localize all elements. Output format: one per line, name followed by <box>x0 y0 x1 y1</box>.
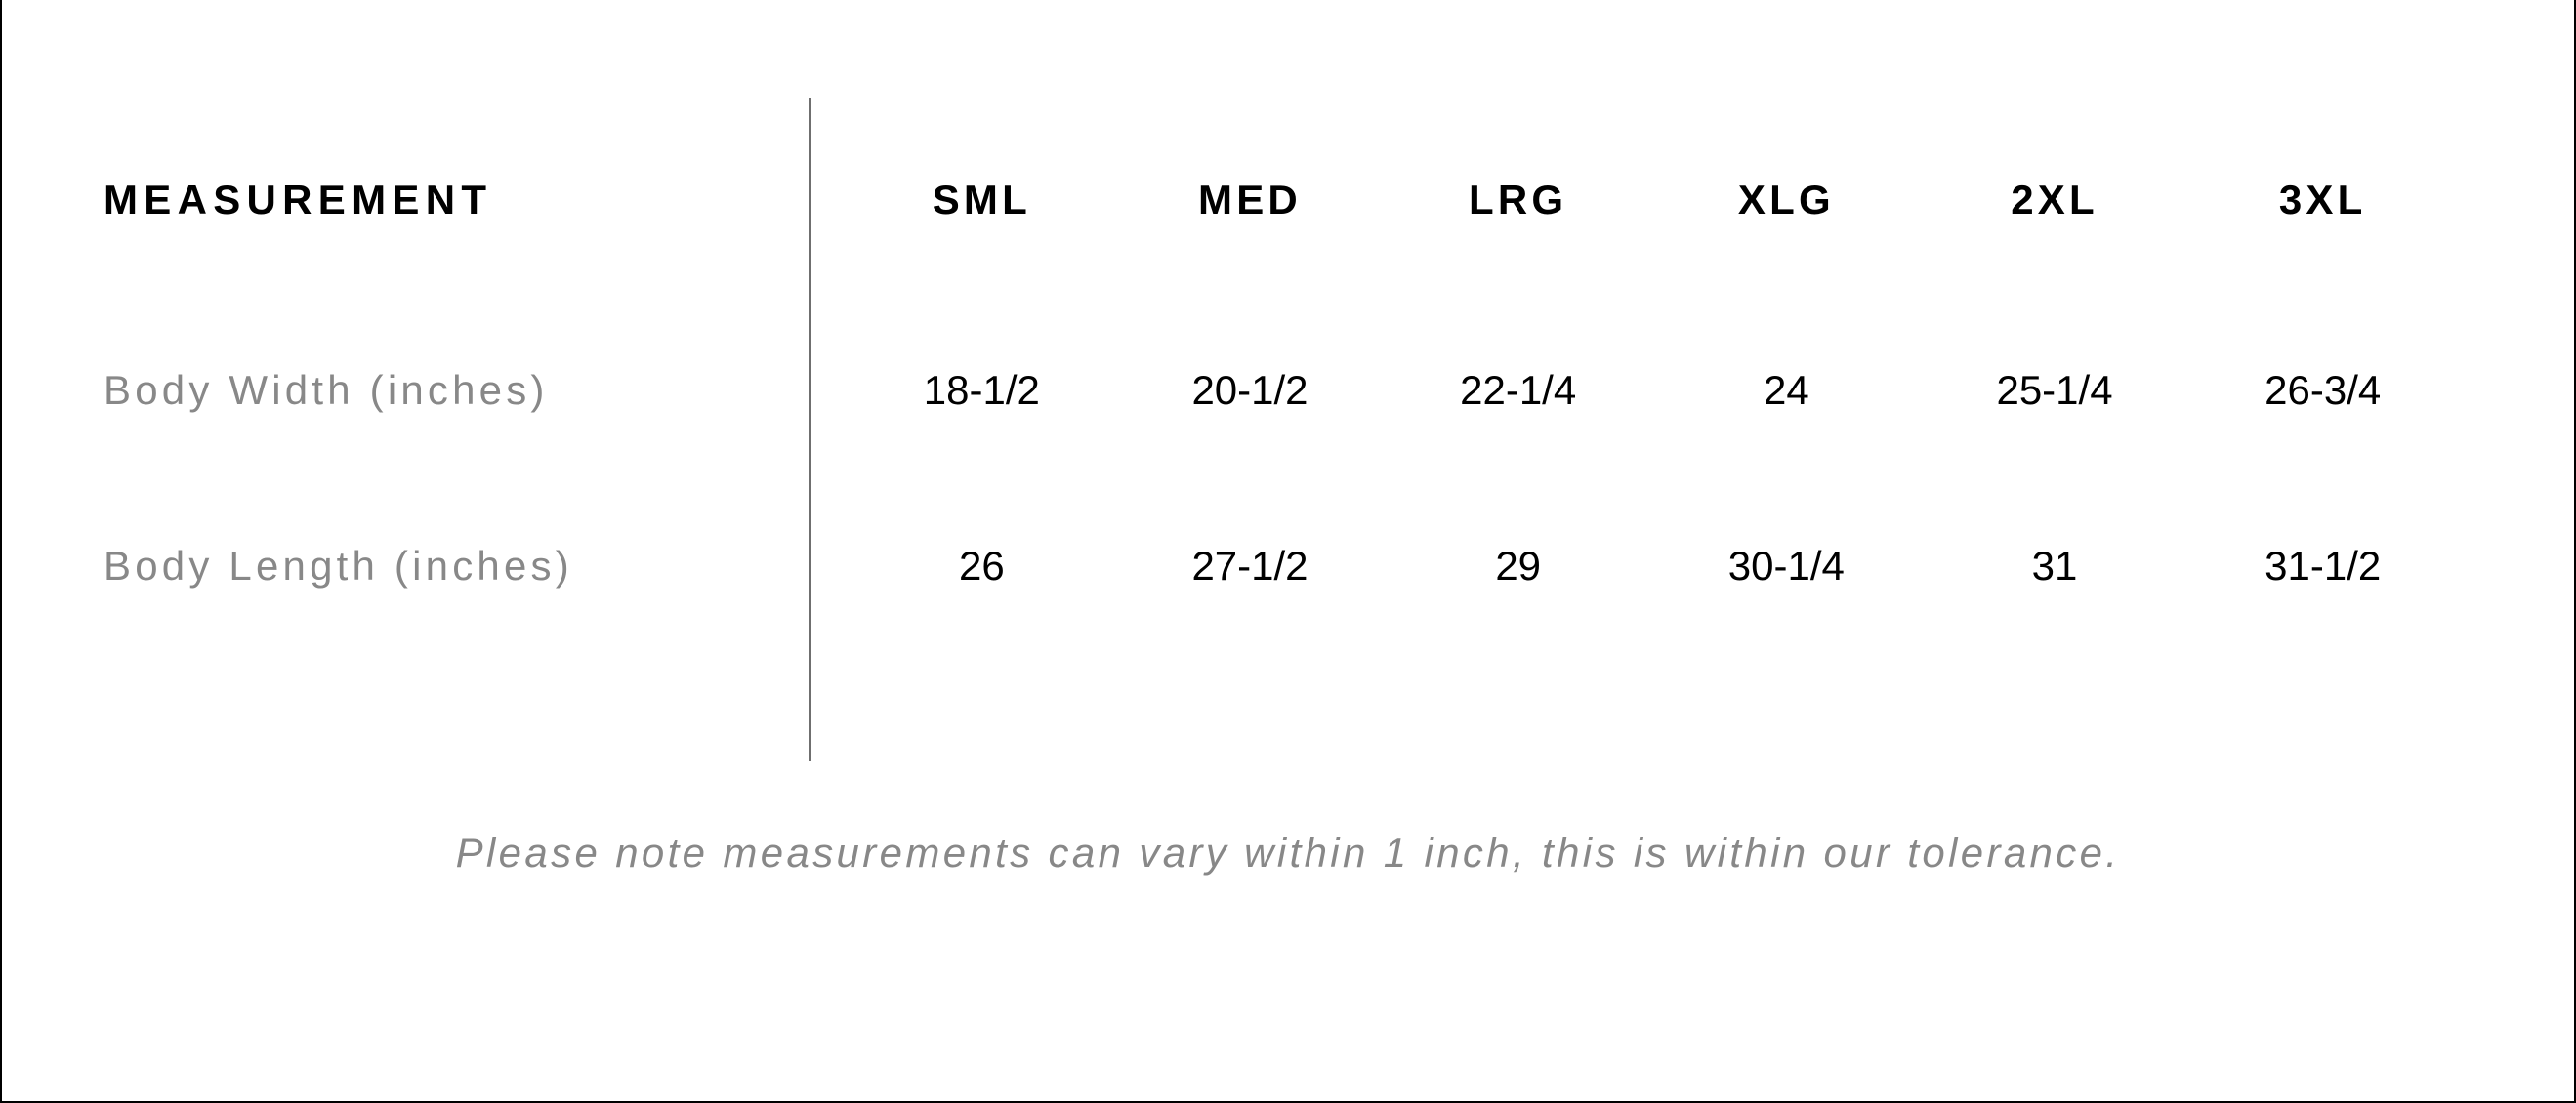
size-column-med: MED 20-1/2 27-1/2 <box>1116 98 1385 654</box>
data-cell: 31-1/2 <box>2264 478 2381 654</box>
data-cell: 26-3/4 <box>2264 303 2381 478</box>
row-label: Body Length (inches) <box>104 478 809 654</box>
vertical-divider <box>809 98 811 761</box>
size-header: 3XL <box>2279 98 2367 303</box>
data-cell: 24 <box>1764 303 1809 478</box>
size-header: MED <box>1198 98 1302 303</box>
tolerance-footnote: Please note measurements can vary within… <box>100 830 2476 877</box>
data-cell: 27-1/2 <box>1191 478 1308 654</box>
size-chart-container: MEASUREMENT Body Width (inches) Body Len… <box>2 0 2574 1101</box>
row-label: Body Width (inches) <box>104 303 809 478</box>
size-column-3xl: 3XL 26-3/4 31-1/2 <box>2188 98 2457 654</box>
size-column-lrg: LRG 22-1/4 29 <box>1384 98 1652 654</box>
data-cell: 31 <box>2032 478 2078 654</box>
data-cell: 20-1/2 <box>1191 303 1308 478</box>
size-header: LRG <box>1469 98 1567 303</box>
data-cell: 29 <box>1495 478 1541 654</box>
measurement-table: MEASUREMENT Body Width (inches) Body Len… <box>100 98 2476 654</box>
size-column-xlg: XLG 24 30-1/4 <box>1652 98 1921 654</box>
size-header: SML <box>933 98 1031 303</box>
measurement-header: MEASUREMENT <box>104 98 809 303</box>
data-cell: 30-1/4 <box>1728 478 1845 654</box>
data-cell: 26 <box>959 478 1005 654</box>
size-header: XLG <box>1738 98 1835 303</box>
size-column-2xl: 2XL 25-1/4 31 <box>1921 98 2189 654</box>
size-columns: SML 18-1/2 26 MED 20-1/2 27-1/2 LRG 22-1… <box>809 98 2476 654</box>
data-cell: 22-1/4 <box>1460 303 1576 478</box>
data-cell: 25-1/4 <box>1996 303 2112 478</box>
label-column: MEASUREMENT Body Width (inches) Body Len… <box>100 98 809 654</box>
size-column-sml: SML 18-1/2 26 <box>848 98 1116 654</box>
size-header: 2XL <box>2011 98 2098 303</box>
data-cell: 18-1/2 <box>924 303 1040 478</box>
